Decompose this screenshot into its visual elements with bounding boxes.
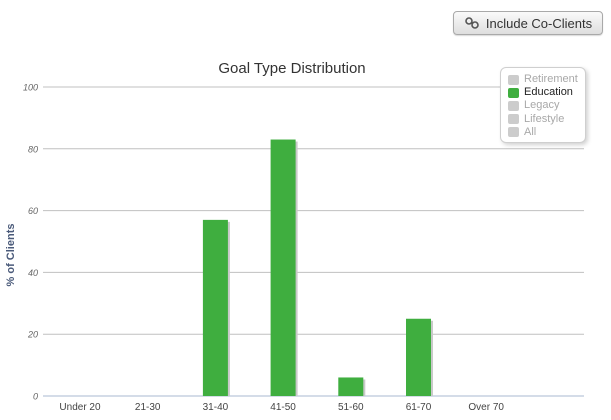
legend-item-education[interactable]: Education [508,86,585,99]
y-tick-label: 60 [28,206,38,216]
bar-61-70[interactable] [406,318,431,396]
chart-title: Goal Type Distribution [218,60,365,77]
include-co-clients-label: Include Co-Clients [485,15,593,31]
legend-label: All [524,125,537,138]
legend-item-all[interactable]: All [508,126,585,139]
x-tick-label: 41-50 [270,402,296,413]
legend-label: Retirement [524,73,578,86]
chart-grid [43,86,584,397]
chart-bars [202,139,433,396]
legend-label: Lifestyle [524,112,565,125]
x-tick-label: 31-40 [203,402,229,413]
y-tick-label: 20 [27,330,38,340]
chart-legend: Retirement Education Legacy Lifestyle All [500,67,586,143]
y-tick-label: 40 [28,268,38,278]
x-tick-label: 21-30 [135,402,161,413]
x-axis-ticks: Under 20 21-30 31-40 41-50 51-60 61-70 Over 70 [59,402,504,413]
include-co-clients-button[interactable]: Include Co-Clients [453,11,603,35]
bar-31-40[interactable] [202,219,228,396]
bar-41-50[interactable] [270,139,296,396]
y-tick-label: 100 [23,83,38,93]
legend-swatch [508,114,519,125]
legend-swatch [508,100,519,111]
legend-item-retirement[interactable]: Retirement [508,73,585,86]
legend-swatch [508,127,519,138]
y-tick-label: 0 [33,392,38,402]
x-tick-label: Under 20 [59,402,101,413]
link-icon [465,17,479,29]
legend-item-lifestyle[interactable]: Lifestyle [508,113,585,126]
x-tick-label: 51-60 [338,402,364,413]
x-tick-label: 61-70 [406,402,432,413]
x-tick-label: Over 70 [468,402,504,413]
legend-swatch [508,87,519,98]
legend-label: Education [524,86,573,99]
y-axis-label: % of Clients [5,224,17,287]
legend-label: Legacy [524,99,560,112]
legend-swatch [508,74,519,85]
legend-item-legacy[interactable]: Legacy [508,99,585,112]
y-tick-label: 80 [28,144,38,154]
bar-51-60[interactable] [338,377,364,396]
y-axis-ticks: 0 20 40 60 80 100 [23,83,38,402]
